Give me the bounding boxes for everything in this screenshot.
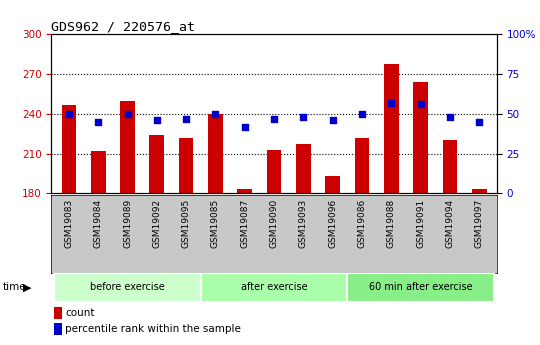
Point — [446, 114, 454, 120]
Bar — [54, 273, 201, 302]
Text: before exercise: before exercise — [90, 282, 165, 292]
Text: GSM19097: GSM19097 — [475, 199, 484, 248]
Point — [269, 116, 279, 121]
Bar — [355, 138, 369, 193]
Bar — [238, 189, 252, 193]
Text: GSM19089: GSM19089 — [123, 199, 132, 248]
Point — [416, 101, 425, 107]
Bar — [179, 138, 193, 193]
Point — [152, 117, 161, 123]
Text: after exercise: after exercise — [241, 282, 307, 292]
Bar — [91, 151, 105, 193]
Text: percentile rank within the sample: percentile rank within the sample — [65, 324, 241, 334]
Bar — [55, 323, 62, 335]
Text: GSM19087: GSM19087 — [240, 199, 249, 248]
Point — [240, 124, 249, 129]
Point — [182, 116, 191, 121]
Bar — [120, 101, 135, 193]
Text: GSM19093: GSM19093 — [299, 199, 308, 248]
Bar — [150, 135, 164, 193]
Text: time: time — [3, 282, 26, 292]
Point — [475, 119, 483, 125]
Bar — [325, 176, 340, 193]
Point — [357, 111, 366, 117]
Text: GSM19095: GSM19095 — [181, 199, 191, 248]
Text: GSM19091: GSM19091 — [416, 199, 425, 248]
Bar — [62, 105, 76, 193]
Text: GSM19090: GSM19090 — [269, 199, 279, 248]
Text: ▶: ▶ — [23, 282, 31, 292]
Point — [65, 111, 73, 117]
Point — [387, 100, 396, 106]
Bar — [413, 82, 428, 193]
Text: count: count — [65, 308, 95, 318]
Bar — [384, 63, 399, 193]
Bar — [443, 140, 457, 193]
Text: GSM19084: GSM19084 — [94, 199, 103, 248]
Bar — [472, 189, 487, 193]
Bar — [55, 307, 62, 319]
Text: GSM19088: GSM19088 — [387, 199, 396, 248]
Point — [123, 111, 132, 117]
Text: GSM19085: GSM19085 — [211, 199, 220, 248]
Text: GSM19092: GSM19092 — [152, 199, 161, 248]
Point — [299, 114, 308, 120]
Text: GSM19096: GSM19096 — [328, 199, 337, 248]
Text: GSM19086: GSM19086 — [357, 199, 367, 248]
Text: GSM19094: GSM19094 — [446, 199, 454, 248]
Bar — [201, 273, 347, 302]
Bar — [347, 273, 494, 302]
Point — [94, 119, 103, 125]
Bar — [267, 149, 281, 193]
Text: 60 min after exercise: 60 min after exercise — [369, 282, 472, 292]
Text: GSM19083: GSM19083 — [64, 199, 73, 248]
Bar — [208, 114, 223, 193]
Point — [211, 111, 220, 117]
Text: GDS962 / 220576_at: GDS962 / 220576_at — [51, 20, 195, 33]
Point — [328, 117, 337, 123]
Bar — [296, 144, 310, 193]
